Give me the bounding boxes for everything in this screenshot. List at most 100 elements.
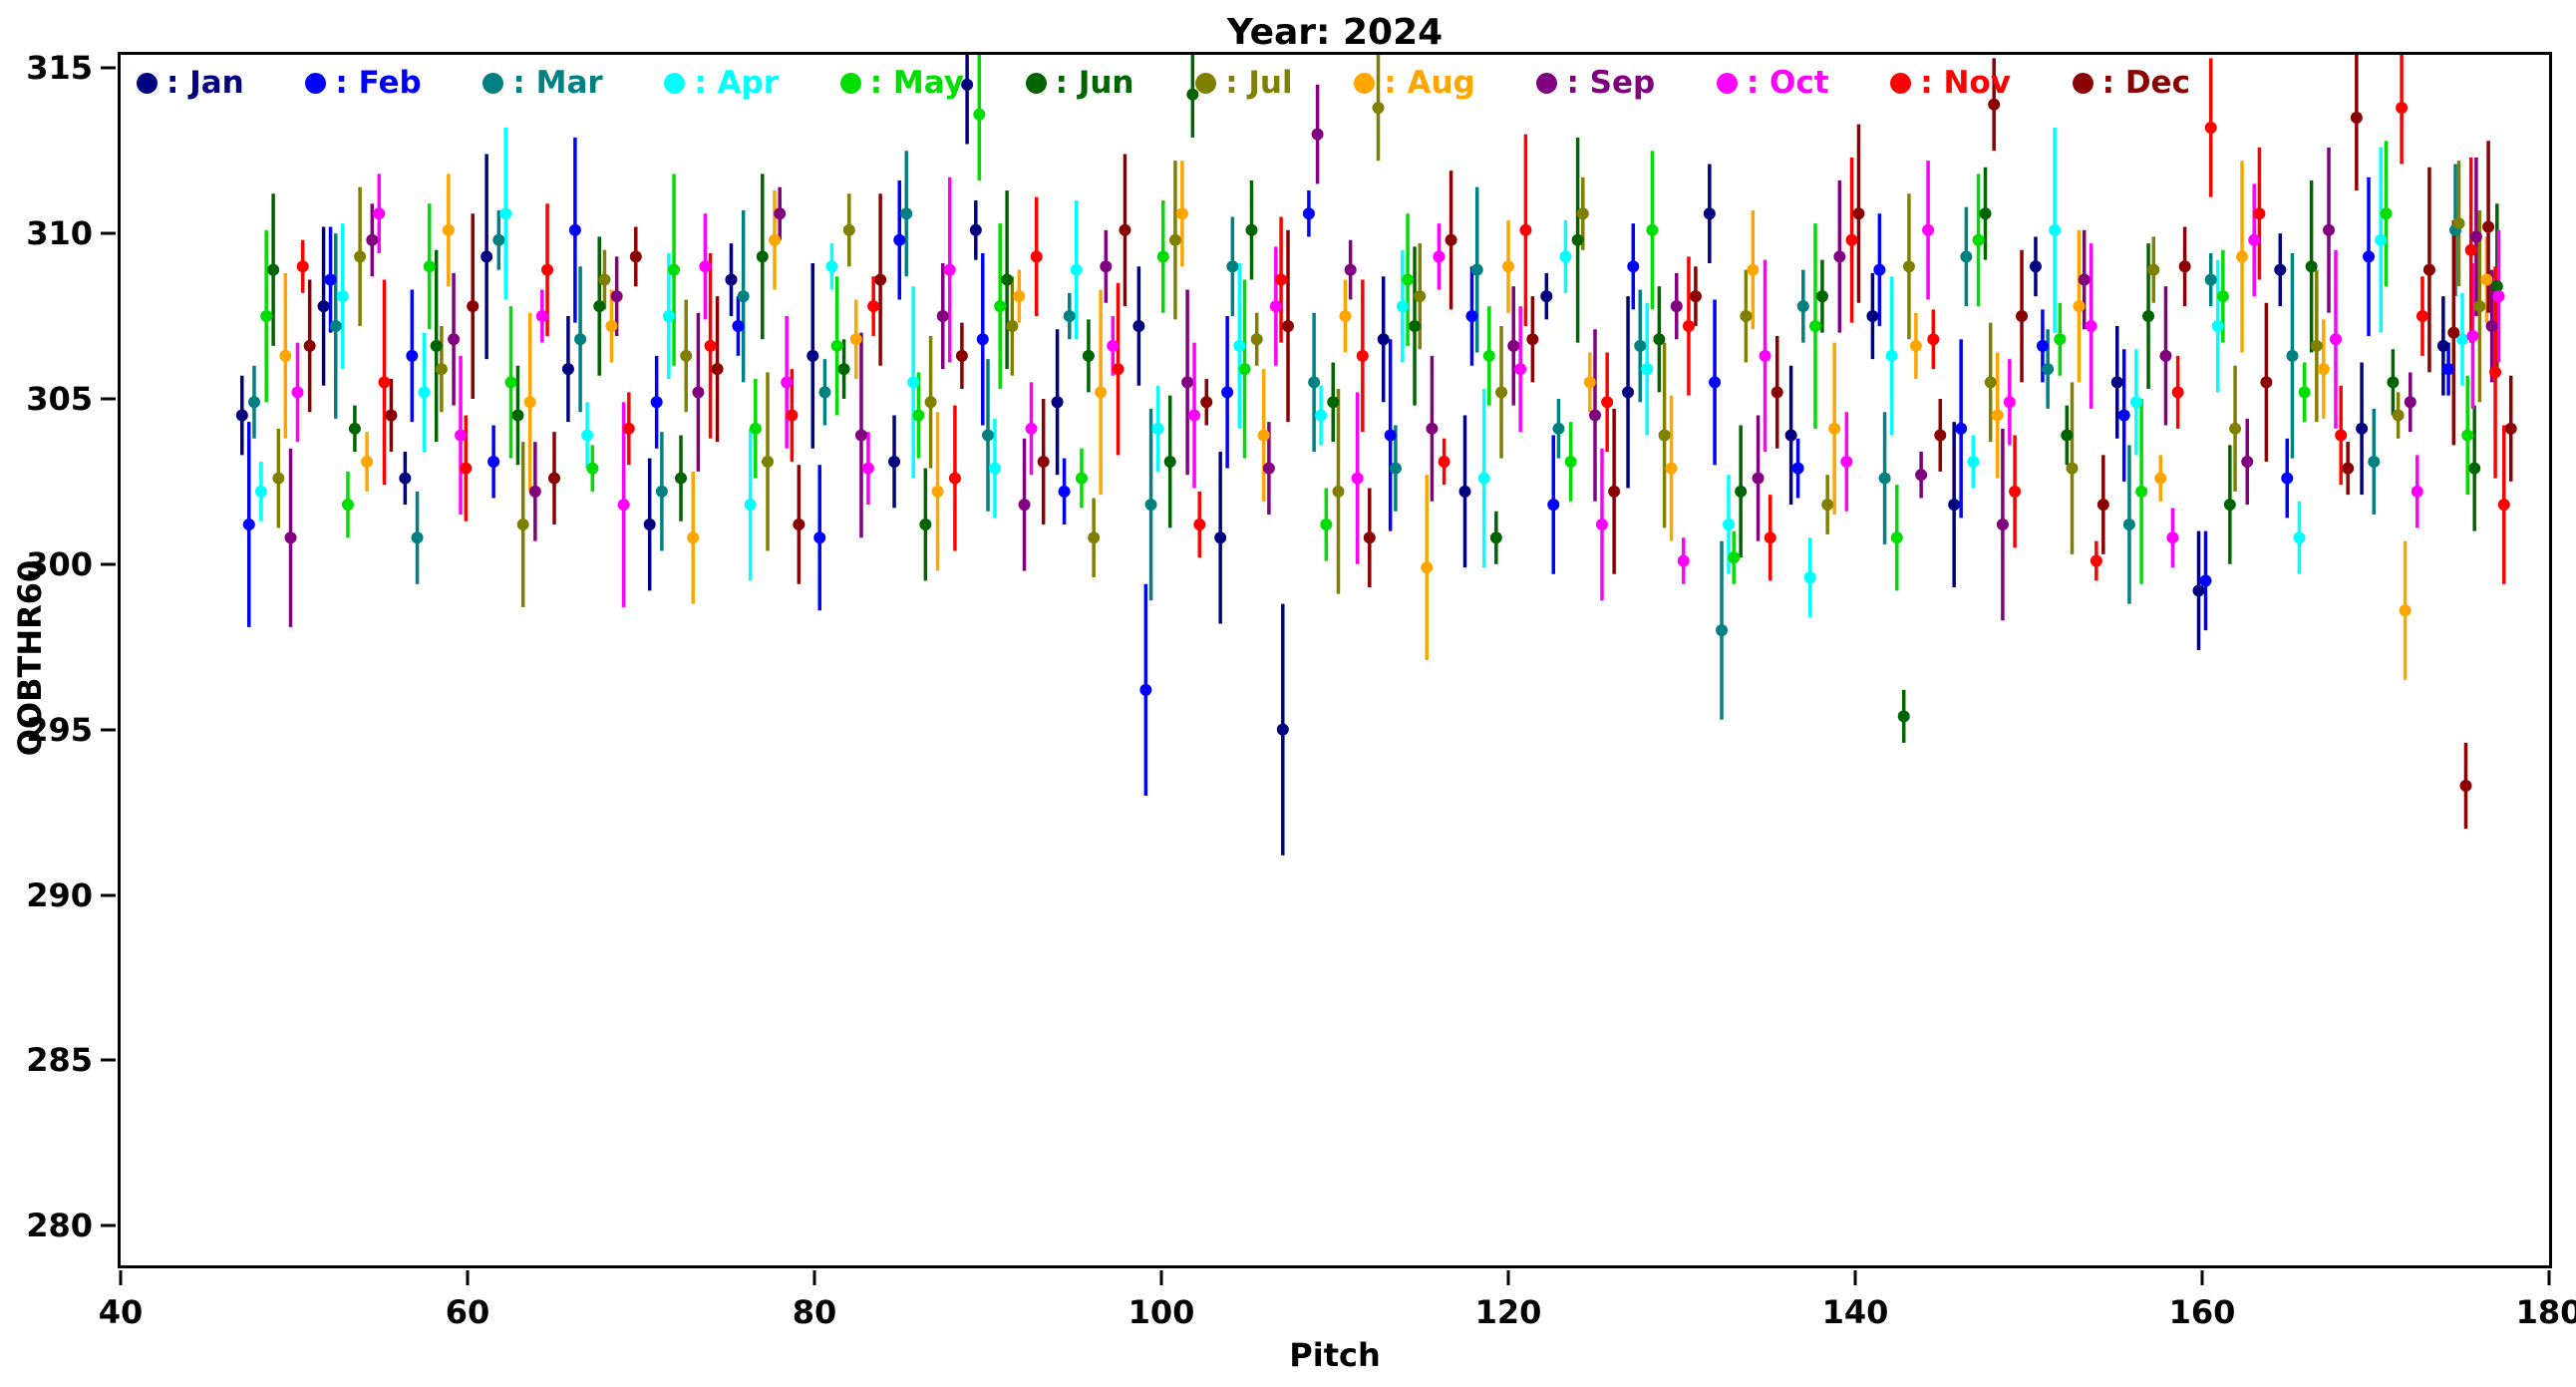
data-point — [943, 263, 956, 276]
data-point — [1063, 310, 1076, 323]
data-point — [242, 519, 255, 531]
data-point — [2497, 499, 2510, 512]
data-point — [2375, 233, 2388, 246]
data-point — [774, 207, 787, 220]
data-point — [1960, 250, 1973, 263]
data-point — [982, 429, 994, 442]
data-point — [324, 273, 337, 286]
data-point — [279, 349, 292, 362]
data-point — [610, 290, 623, 303]
data-point — [291, 386, 304, 399]
data-point — [481, 250, 493, 263]
data-point — [1168, 233, 1181, 246]
data-point — [1740, 310, 1753, 323]
data-point — [2042, 363, 2055, 376]
data-point — [948, 472, 961, 485]
data-point — [2135, 485, 2148, 498]
data-point — [2396, 102, 2409, 115]
data-point — [511, 409, 524, 422]
data-point — [2009, 485, 2022, 498]
data-point — [1332, 485, 1345, 498]
data-point — [1458, 485, 1471, 498]
data-point — [1175, 207, 1188, 220]
x-tick-label: 80 — [792, 1293, 837, 1331]
data-point — [2459, 780, 2472, 793]
data-point — [1873, 263, 1886, 276]
data-point — [435, 363, 448, 376]
data-point — [2504, 422, 2517, 435]
data-point — [1716, 624, 1729, 637]
data-point — [842, 223, 855, 236]
data-point — [2363, 250, 2376, 263]
data-point — [1445, 233, 1457, 246]
data-point — [818, 386, 831, 399]
data-point — [2442, 363, 2455, 376]
data-point — [704, 339, 717, 352]
y-tick — [101, 1223, 116, 1227]
data-point — [2110, 376, 2123, 389]
x-tick — [1853, 1270, 1857, 1285]
data-point — [622, 422, 635, 435]
data-point — [2447, 326, 2460, 339]
data-point — [680, 349, 693, 362]
data-point — [1709, 376, 1722, 389]
data-point — [2061, 429, 2074, 442]
data-point — [336, 290, 349, 303]
data-point — [768, 233, 781, 246]
data-point — [2096, 499, 2109, 512]
data-point — [874, 273, 887, 286]
data-point — [854, 429, 867, 442]
data-point — [2016, 310, 2029, 323]
data-point — [1433, 250, 1446, 263]
data-point — [2380, 207, 2393, 220]
data-point — [931, 485, 944, 498]
data-point — [1885, 349, 1898, 362]
data-point — [1828, 422, 1841, 435]
data-point — [1372, 102, 1385, 115]
data-point — [373, 207, 386, 220]
data-point — [455, 429, 468, 442]
data-point — [2489, 366, 2502, 379]
data-point — [1840, 455, 1853, 468]
data-point — [1576, 207, 1589, 220]
data-point — [1909, 339, 1922, 352]
data-point — [516, 519, 529, 531]
data-point — [1339, 310, 1352, 323]
data-point — [1013, 290, 1026, 303]
data-point — [418, 386, 431, 399]
x-tick — [2547, 1270, 2551, 1285]
data-point — [1634, 339, 1647, 352]
data-point — [988, 462, 1001, 475]
data-point — [1245, 223, 1258, 236]
data-point — [1803, 571, 1816, 584]
data-point — [1646, 223, 1659, 236]
data-point — [361, 455, 374, 468]
data-point — [1250, 333, 1263, 346]
data-point — [1677, 554, 1690, 567]
data-point — [1302, 207, 1315, 220]
data-point — [329, 319, 342, 332]
data-point — [1764, 531, 1776, 544]
y-tick-label: 295 — [26, 710, 93, 749]
data-point — [912, 409, 925, 422]
y-tick-label: 310 — [26, 214, 93, 253]
data-point — [1188, 409, 1201, 422]
y-tick — [101, 231, 116, 235]
data-point — [272, 472, 285, 485]
data-point — [825, 260, 838, 273]
data-point — [1226, 260, 1239, 273]
data-point — [2298, 386, 2311, 399]
data-point — [1269, 300, 1282, 313]
data-point — [1315, 409, 1328, 422]
data-point — [1465, 310, 1478, 323]
data-point — [2468, 462, 2481, 475]
data-point — [2469, 230, 2482, 243]
data-point — [1082, 349, 1095, 362]
data-point — [2066, 462, 2079, 475]
data-point — [2404, 396, 2416, 409]
data-point — [617, 499, 630, 512]
data-point — [1571, 233, 1584, 246]
data-point — [2335, 429, 2348, 442]
data-point — [460, 462, 473, 475]
data-point — [1852, 207, 1865, 220]
